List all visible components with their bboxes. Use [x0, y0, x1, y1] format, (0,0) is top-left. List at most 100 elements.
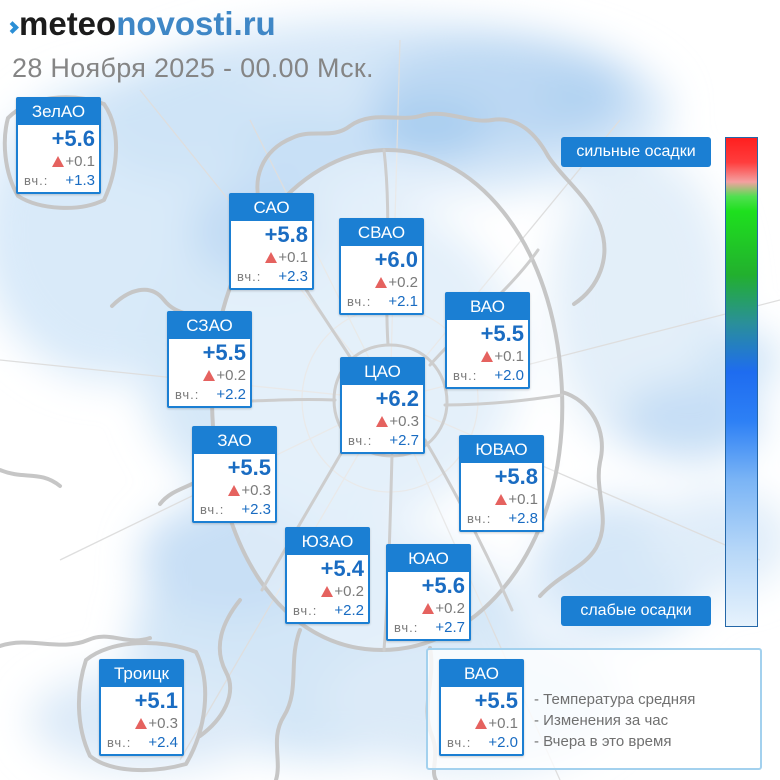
average-temperature: +5.5: [202, 340, 246, 365]
average-temperature: +5.4: [320, 556, 364, 581]
forecast-date: 28 Ноября 2025 - 00.00 Мск.: [12, 53, 374, 83]
up-triangle-icon: [481, 351, 494, 362]
hourly-change-value: +0.3: [241, 482, 271, 499]
up-triangle-icon: [265, 252, 278, 263]
site-logo: meteonovosti.ru: [6, 5, 276, 43]
hourly-change: +0.2: [341, 273, 422, 292]
yesterday-label: вч.:: [107, 735, 132, 750]
average-temperature: +5.6: [51, 126, 95, 151]
hourly-change: +0.2: [388, 599, 469, 618]
hourly-change-value: +0.1: [508, 491, 538, 508]
district-card-troitsk: Троицк +5.1 +0.3 вч.: +2.4: [99, 659, 184, 756]
yesterday-label: вч.:: [24, 173, 49, 188]
yesterday-label: вч.:: [200, 502, 225, 517]
hourly-change: +0.1: [441, 714, 522, 733]
boundary-line: [0, 634, 152, 648]
boundary-line: [255, 111, 607, 306]
boundary-line: [538, 390, 605, 598]
district-card-svao: СВАО +6.0 +0.2 вч.: +2.1: [339, 218, 424, 315]
precipitation-color-scale: [725, 137, 758, 627]
legend-item-temperature: - Температура средняя: [534, 691, 696, 708]
yesterday-row: вч.: +2.0: [447, 366, 528, 386]
district-card-cao: ЦАО +6.2 +0.3 вч.: +2.7: [340, 357, 425, 454]
yesterday-label: вч.:: [453, 368, 478, 383]
yesterday-value: +2.1: [388, 293, 418, 310]
logo-text-meteo: meteo: [19, 5, 117, 42]
yesterday-value: +2.4: [148, 734, 178, 751]
hourly-change-value: +0.1: [494, 348, 524, 365]
average-temperature: +5.5: [474, 688, 518, 713]
precipitation-area: [540, 75, 620, 125]
boundary-line: [0, 468, 62, 488]
district-card-yuzao: ЮЗАО +5.4 +0.2 вч.: +2.2: [285, 527, 370, 624]
hourly-change-value: +0.2: [435, 600, 465, 617]
district-name: ЮЗАО: [287, 529, 368, 555]
hourly-change-value: +0.1: [278, 249, 308, 266]
district-name: ВАО: [441, 661, 522, 687]
hourly-change: +0.1: [461, 490, 542, 509]
yesterday-value: +2.7: [435, 619, 465, 636]
hourly-change-value: +0.3: [389, 413, 419, 430]
yesterday-label: вч.:: [394, 620, 419, 635]
up-triangle-icon: [203, 370, 216, 381]
yesterday-value: +2.7: [389, 432, 419, 449]
yesterday-label: вч.:: [237, 269, 262, 284]
district-card-yuvao: ЮВАО +5.8 +0.1 вч.: +2.8: [459, 435, 544, 532]
district-name: ЦАО: [342, 359, 423, 385]
up-triangle-icon: [228, 485, 241, 496]
average-temperature: +5.1: [134, 688, 178, 713]
yesterday-label: вч.:: [175, 387, 200, 402]
hourly-change: +0.2: [169, 366, 250, 385]
hourly-change: +0.1: [231, 248, 312, 267]
yesterday-row: вч.: +2.2: [169, 385, 250, 405]
district-card-szao: СЗАО +5.5 +0.2 вч.: +2.2: [167, 311, 252, 408]
hourly-change: +0.2: [287, 582, 368, 601]
yesterday-row: вч.: +2.7: [342, 431, 423, 451]
precipitation-area: [140, 500, 320, 620]
yesterday-label: вч.:: [348, 433, 373, 448]
yesterday-value: +2.2: [334, 602, 364, 619]
average-temperature: +5.5: [480, 321, 524, 346]
district-card-zao: ЗАО +5.5 +0.3 вч.: +2.3: [192, 426, 277, 523]
district-card-zelao: ЗелАО +5.6 +0.1 вч.: +1.3: [16, 97, 101, 194]
boundary-line: [260, 436, 352, 592]
district-name: ЮАО: [388, 546, 469, 572]
yesterday-value: +2.3: [278, 268, 308, 285]
troitsk-boundary: [76, 641, 208, 773]
yesterday-value: +2.8: [508, 510, 538, 527]
legend-item-yesterday: - Вчера в это время: [534, 733, 672, 750]
up-triangle-icon: [321, 586, 334, 597]
average-temperature: +6.2: [375, 386, 419, 411]
legend-item-hourly-change: - Изменения за час: [534, 712, 669, 729]
yesterday-row: вч.: +2.7: [388, 618, 469, 638]
yesterday-row: вч.: +2.2: [287, 601, 368, 621]
yesterday-row: вч.: +2.3: [231, 267, 312, 287]
district-name: СВАО: [341, 220, 422, 246]
yesterday-label: вч.:: [447, 735, 472, 750]
district-name: ЗелАО: [18, 99, 99, 125]
road: [389, 399, 761, 561]
hourly-change: +0.3: [342, 412, 423, 431]
up-triangle-icon: [52, 156, 65, 167]
hourly-change-value: +0.3: [148, 715, 178, 732]
district-name: СЗАО: [169, 313, 250, 339]
district-name: САО: [231, 195, 312, 221]
road: [249, 119, 391, 401]
yesterday-value: +2.3: [241, 501, 271, 518]
hourly-change-value: +0.2: [334, 583, 364, 600]
hourly-change: +0.1: [447, 347, 528, 366]
average-temperature: +5.5: [227, 455, 271, 480]
yesterday-row: вч.: +2.8: [461, 509, 542, 529]
up-triangle-icon: [475, 718, 488, 729]
hourly-change: +0.3: [101, 714, 182, 733]
yesterday-label: вч.:: [293, 603, 318, 618]
hourly-change-value: +0.2: [216, 367, 246, 384]
hourly-change-value: +0.2: [388, 274, 418, 291]
yesterday-row: вч.: +2.0: [441, 733, 522, 753]
up-triangle-icon: [375, 277, 388, 288]
precipitation-area: [550, 150, 730, 450]
district-name: ВАО: [447, 294, 528, 320]
boundary-line: [198, 598, 242, 738]
district-name: ЗАО: [194, 428, 275, 454]
scale-label-light: слабые осадки: [561, 596, 711, 626]
